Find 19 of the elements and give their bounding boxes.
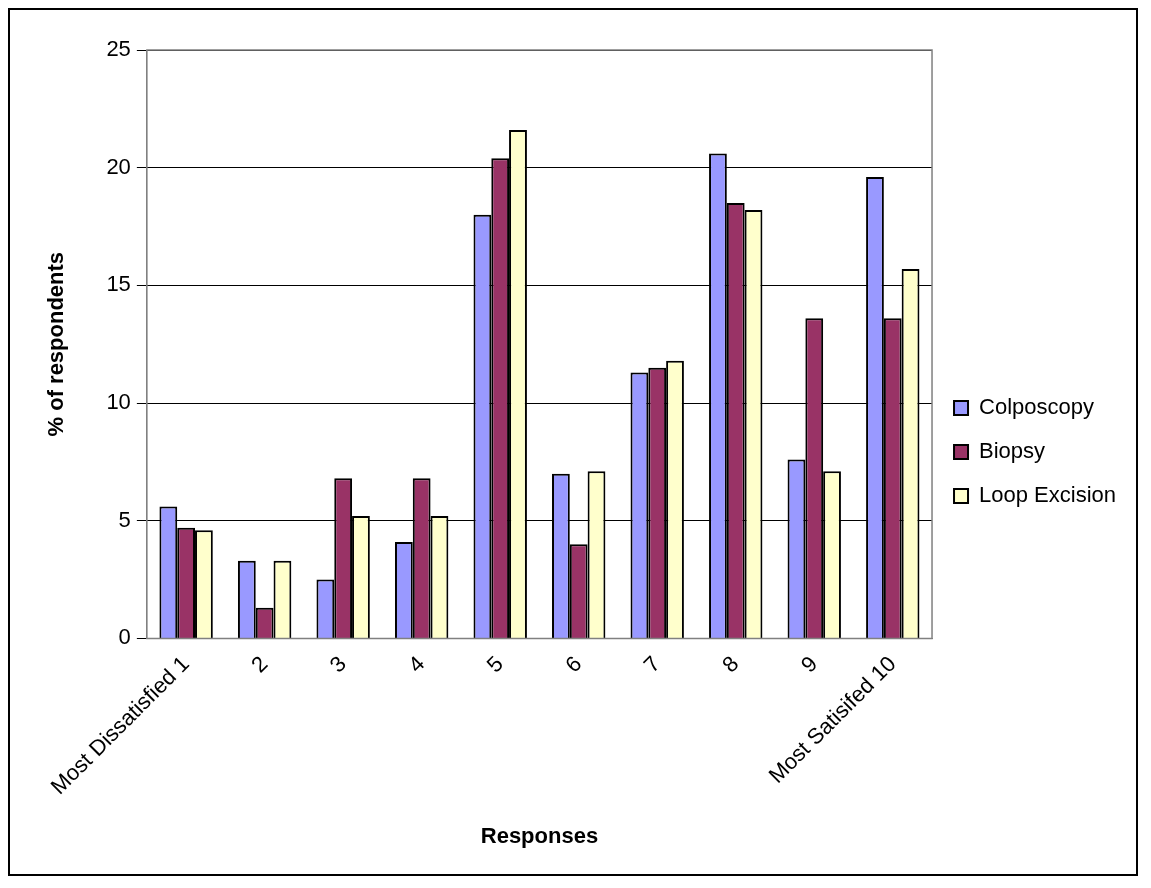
y-axis-title: % of respondents — [43, 251, 69, 437]
y-tick-label: 0 — [118, 624, 131, 650]
y-tick-label: 5 — [118, 506, 131, 532]
x-axis-title: Responses — [480, 822, 599, 848]
x-tick-label: 8 — [717, 650, 744, 678]
y-tick-label: 25 — [106, 36, 131, 62]
y-tick-label: 20 — [106, 153, 131, 179]
x-tick-label: 4 — [403, 650, 430, 678]
y-tick-label: 15 — [106, 271, 131, 297]
x-tick-label: 3 — [324, 650, 351, 678]
legend-label: Biopsy — [979, 438, 1046, 464]
x-tick-label: 2 — [246, 650, 273, 678]
legend-label: Colposcopy — [979, 394, 1094, 420]
x-tick-label: 9 — [795, 650, 823, 678]
x-tick-label: 7 — [638, 650, 666, 678]
x-tick-label: 5 — [481, 650, 509, 678]
x-tick-label: 6 — [560, 650, 587, 678]
legend-label: Loop Excision — [979, 482, 1117, 508]
y-tick-label: 10 — [106, 389, 131, 415]
